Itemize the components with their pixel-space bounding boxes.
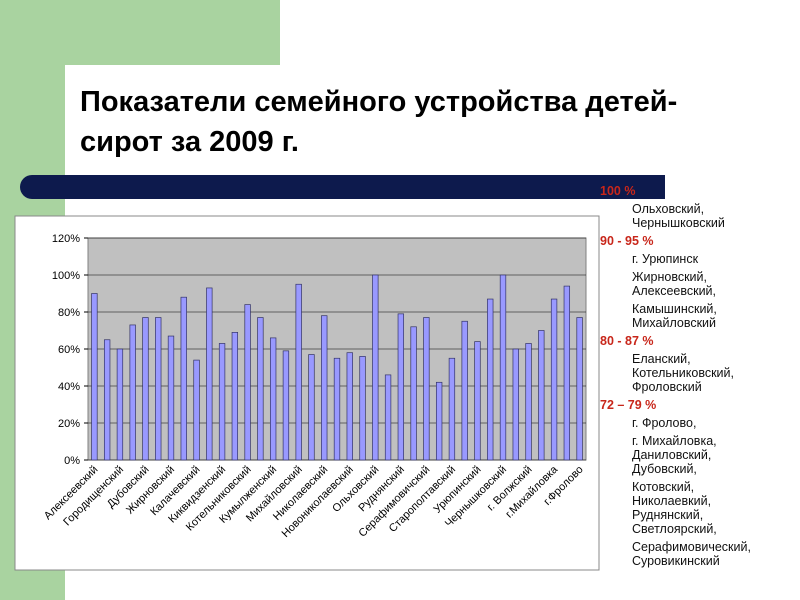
legend-text: 100 % Ольховский, Чернышковский 90 - 95 % г… xyxy=(600,182,795,572)
note-entry: Серафимовический, Суровикинский xyxy=(632,540,751,568)
y-tick-label: 120% xyxy=(52,233,80,245)
note-entry: г. Урюпинск xyxy=(632,252,699,266)
bar xyxy=(129,324,136,461)
bar xyxy=(512,348,519,461)
note-entry: Ольховский, Чернышковский xyxy=(632,202,725,230)
bar xyxy=(359,356,366,461)
y-tick-label: 60% xyxy=(58,344,80,356)
bar xyxy=(282,350,290,461)
bar xyxy=(538,330,545,461)
bar xyxy=(525,343,532,461)
note-entry: Котовский, Николаевкий, Руднянский, Свет… xyxy=(632,480,717,536)
bar xyxy=(103,339,111,461)
bar xyxy=(91,293,98,461)
bar xyxy=(269,337,277,461)
note-heading: 90 - 95 % xyxy=(600,234,654,248)
bar xyxy=(206,287,213,461)
note-heading: 72 – 79 % xyxy=(600,398,657,412)
note-entry: Еланский, Котельниковский, Фроловский xyxy=(632,352,734,394)
bar xyxy=(295,283,302,461)
bar xyxy=(116,348,124,461)
y-tick-label: 20% xyxy=(58,418,80,430)
bar xyxy=(563,285,571,461)
bar xyxy=(193,359,200,461)
bar xyxy=(167,335,175,461)
bar xyxy=(410,326,417,461)
bar xyxy=(461,320,468,461)
bar xyxy=(474,341,481,461)
slide-title: Показатели семейного устройства детей-си… xyxy=(80,86,678,158)
bar xyxy=(333,357,341,461)
bar xyxy=(448,357,456,461)
y-tick-label: 40% xyxy=(58,381,80,393)
title-band xyxy=(20,175,665,199)
bar xyxy=(346,352,353,461)
bar xyxy=(142,317,149,461)
bar xyxy=(244,304,251,461)
note-entry: Камышинский, Михайловский xyxy=(632,302,717,330)
bar xyxy=(231,332,239,461)
bar xyxy=(576,317,583,461)
note-heading: 80 - 87 % xyxy=(600,334,654,348)
bar xyxy=(218,343,226,461)
note-entry: г. Фролово, xyxy=(632,416,697,430)
bar xyxy=(155,317,162,461)
bar xyxy=(321,315,328,461)
bar xyxy=(372,274,379,461)
bar xyxy=(257,317,264,461)
bar xyxy=(308,354,315,461)
y-tick-label: 80% xyxy=(58,307,80,319)
bar xyxy=(487,298,494,461)
note-entry: г. Михайловка, Даниловский, Дубовский, xyxy=(632,434,717,476)
note-heading: 100 % xyxy=(600,184,636,198)
bar xyxy=(180,296,187,461)
y-tick-label: 100% xyxy=(52,270,80,282)
bar xyxy=(384,374,392,461)
bar xyxy=(423,317,430,461)
note-entry: Жирновский, Алексеевский, xyxy=(632,270,717,298)
y-tick-label: 0% xyxy=(64,455,80,467)
bar xyxy=(397,313,405,461)
bar xyxy=(550,298,558,461)
bar xyxy=(435,381,443,461)
bar xyxy=(499,274,507,461)
